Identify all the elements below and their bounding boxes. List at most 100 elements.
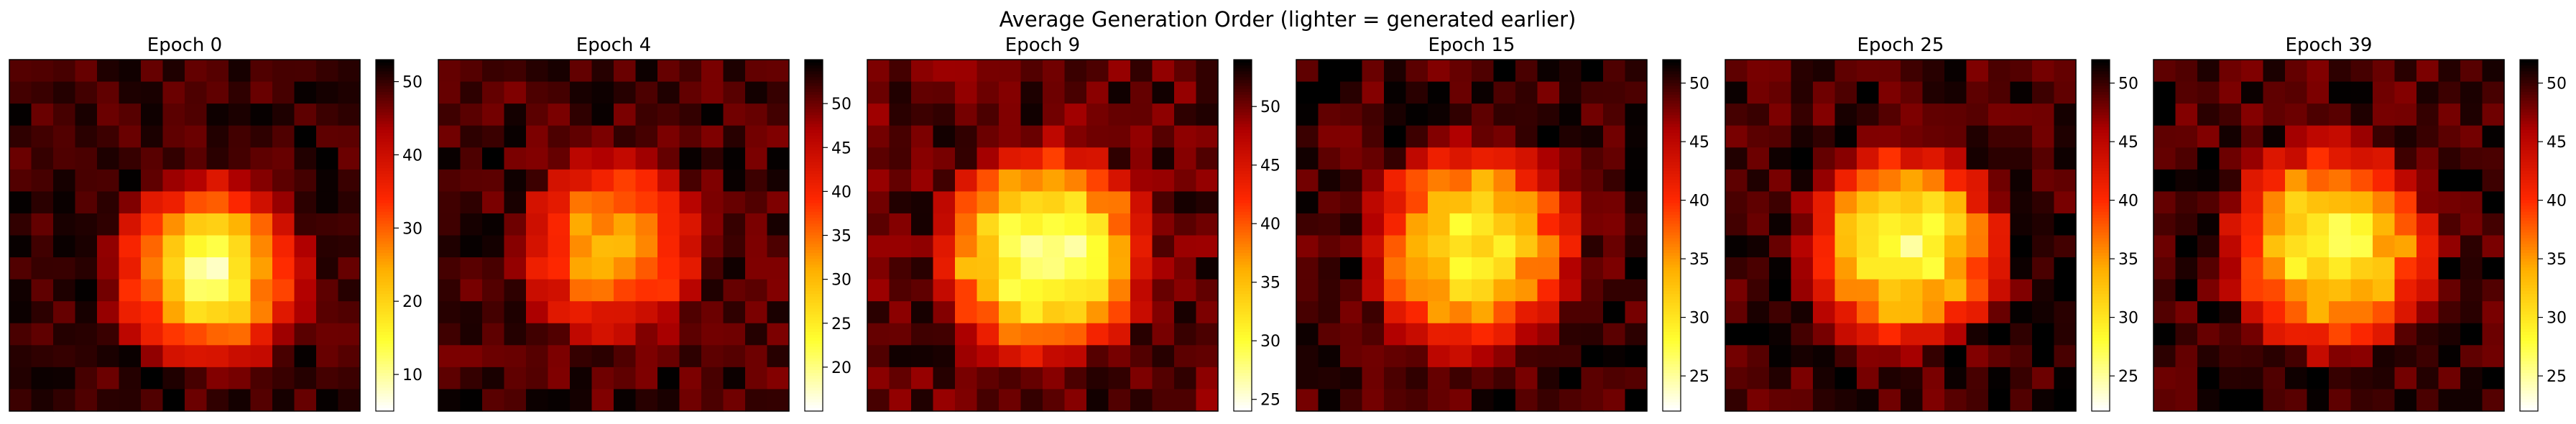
heatmap-cell: [1493, 103, 1516, 126]
heatmap-cell: [1086, 235, 1109, 258]
heatmap-cell: [1922, 301, 1945, 324]
heatmap-cell: [2010, 103, 2033, 126]
heatmap-cell: [1725, 169, 1748, 192]
colorbar-segment: [2092, 106, 2110, 110]
heatmap-cell: [53, 191, 76, 214]
heatmap-cell: [2285, 235, 2308, 258]
colorbar-segment: [1234, 355, 1252, 359]
heatmap-cell: [2416, 257, 2439, 280]
heatmap-cell: [1791, 323, 1814, 346]
heatmap-cell: [316, 367, 339, 390]
heatmap-cell: [9, 191, 32, 214]
heatmap-cell: [31, 60, 54, 83]
heatmap-cell: [438, 169, 461, 192]
heatmap-cell: [1020, 323, 1043, 346]
colorbar-segment: [1663, 203, 1681, 207]
colorbar-segment: [376, 165, 394, 169]
heatmap-cell: [1857, 345, 1880, 368]
heatmap-cell: [53, 367, 76, 390]
heatmap-cell: [657, 81, 680, 104]
heatmap-cell: [2438, 191, 2461, 214]
heatmap-cell: [2175, 147, 2198, 170]
heatmap-cell: [1966, 103, 1989, 126]
heatmap-cell: [548, 147, 571, 170]
heatmap-cell: [1922, 389, 1945, 412]
heatmap-cell: [2032, 147, 2055, 170]
heatmap-cell: [657, 147, 680, 170]
colorbar-segment: [2520, 147, 2538, 151]
heatmap-cell: [2307, 103, 2330, 126]
colorbar-segment: [376, 109, 394, 113]
heatmap-cell: [933, 301, 956, 324]
heatmap-cell: [1108, 257, 1131, 280]
heatmap-cell: [438, 147, 461, 170]
colorbar-tick-label: 25: [1260, 392, 1280, 410]
colorbar-segment: [1234, 203, 1252, 207]
heatmap-cell: [1603, 323, 1626, 346]
heatmap-cell: [2175, 279, 2198, 302]
colorbar-segment: [1234, 200, 1252, 204]
heatmap-cell: [2032, 257, 2055, 280]
colorbar-segment: [1663, 121, 1681, 125]
heatmap-cell: [867, 323, 890, 346]
colorbar-segment: [376, 139, 394, 142]
heatmap-cell: [767, 257, 790, 280]
colorbar-segment: [805, 270, 823, 275]
heatmap-cell: [53, 345, 76, 368]
colorbar-segment: [1234, 121, 1252, 125]
heatmap-cell: [2153, 345, 2176, 368]
heatmap-cell: [1428, 279, 1451, 302]
heatmap-cell: [701, 125, 724, 148]
colorbar-segment: [1663, 109, 1681, 113]
heatmap-cell: [97, 367, 120, 390]
colorbar-segment: [376, 142, 394, 145]
colorbar-segment: [805, 346, 823, 351]
heatmap-cell: [1966, 323, 1989, 346]
colorbar-frame: [1233, 59, 1252, 412]
heatmap-cell: [2197, 235, 2220, 258]
colorbar-segment: [1234, 165, 1252, 169]
heatmap-cell: [614, 345, 637, 368]
heatmap-cell: [2263, 191, 2286, 214]
heatmap-cell: [1174, 235, 1197, 258]
heatmap-cell: [2438, 279, 2461, 302]
heatmap-cell: [504, 169, 527, 192]
colorbar-segment: [2520, 121, 2538, 125]
colorbar-segment: [805, 314, 823, 318]
heatmap-cell: [2010, 213, 2033, 236]
heatmap-cell: [2307, 389, 2330, 412]
heatmap-cell: [1725, 345, 1748, 368]
heatmap-cell: [2438, 389, 2461, 412]
colorbar-segment: [1663, 185, 1681, 189]
heatmap-cell: [2010, 323, 2033, 346]
colorbar-segment: [1234, 241, 1252, 245]
heatmap-cell: [316, 323, 339, 346]
colorbar-segment: [1663, 355, 1681, 359]
heatmap-cell: [570, 235, 593, 258]
heatmap-cell: [2241, 279, 2264, 302]
heatmap-cell: [999, 279, 1022, 302]
colorbar-segment: [2520, 97, 2538, 101]
heatmap-cell: [867, 191, 890, 214]
heatmap-cell: [162, 147, 185, 170]
colorbar-segment: [2092, 121, 2110, 125]
heatmap-cell: [2482, 323, 2505, 346]
heatmap-cell: [162, 213, 185, 236]
heatmap-cell: [1064, 213, 1087, 236]
heatmap-cell: [2350, 125, 2373, 148]
heatmap-cell: [1362, 103, 1385, 126]
heatmap-cell: [1340, 301, 1363, 324]
heatmap-cell: [1405, 81, 1428, 104]
colorbar-segment: [2092, 135, 2110, 139]
colorbar-segment: [2092, 103, 2110, 107]
heatmap-cell: [657, 345, 680, 368]
colorbar-segment: [1663, 170, 1681, 175]
heatmap-cell: [1966, 147, 1989, 170]
heatmap-cell: [1472, 81, 1495, 104]
heatmap-cell: [141, 103, 164, 126]
colorbar-segment: [2092, 331, 2110, 336]
heatmap-cell: [1020, 367, 1043, 390]
colorbar-segment: [805, 279, 823, 283]
heatmap-cell: [1130, 103, 1153, 126]
